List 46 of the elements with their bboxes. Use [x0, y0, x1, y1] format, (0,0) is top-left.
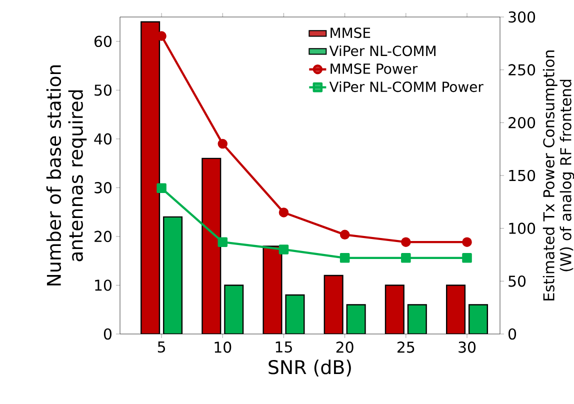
point	[278, 244, 289, 254]
y2-tick-label: 0	[508, 328, 516, 340]
y2-tick-label: 200	[508, 117, 536, 128]
legend-label: ViPer NL-COMM	[329, 45, 436, 56]
point	[278, 208, 289, 218]
y2-tick-label: 50	[508, 276, 526, 287]
point	[218, 237, 228, 247]
x-tick-label: 25	[398, 342, 414, 353]
y-tick-label: 20	[94, 230, 112, 242]
bar	[446, 284, 466, 334]
bar	[285, 294, 305, 334]
bar	[224, 284, 244, 334]
bar	[468, 304, 488, 334]
x-tick-label: 5	[158, 342, 165, 353]
y2-axis-title: Estimated Tx Power Consumption (W) of analog RF frontend	[542, 50, 574, 300]
x-tick-label: 30	[458, 342, 476, 353]
x-tick-label: 20	[336, 342, 354, 353]
legend-label: MMSE Power	[330, 63, 418, 74]
y-axis-title: Number of base station antennas required	[46, 65, 87, 286]
y-tick-label: 60	[94, 36, 112, 48]
legend-label: ViPer NL-COMM Power	[329, 81, 484, 92]
x-axis-title: SNR (dB)	[268, 360, 351, 377]
y-tick-label: 30	[94, 182, 112, 194]
legend-label: MMSE	[330, 28, 370, 38]
bar	[384, 284, 404, 334]
bar	[202, 158, 222, 334]
point	[156, 183, 166, 194]
point	[340, 253, 350, 263]
point	[401, 253, 411, 263]
point	[218, 138, 228, 149]
y2-tick-label: 250	[508, 64, 536, 76]
y2-tick-label: 150	[509, 170, 536, 182]
x-tick-label: 10	[214, 342, 232, 353]
y-tick-label: 0	[104, 328, 112, 340]
point	[340, 230, 350, 240]
point	[401, 237, 411, 247]
y2-tick-label: 100	[509, 222, 536, 234]
y-tick-label: 10	[95, 280, 112, 291]
y-tick-label: 50	[94, 84, 112, 96]
point	[462, 237, 472, 247]
y2-tick-label: 300	[508, 11, 536, 23]
bar	[324, 274, 344, 334]
y-tick-label: 40	[94, 133, 112, 145]
point	[462, 253, 472, 263]
x-tick-label: 15	[276, 342, 292, 353]
bar	[163, 216, 183, 334]
